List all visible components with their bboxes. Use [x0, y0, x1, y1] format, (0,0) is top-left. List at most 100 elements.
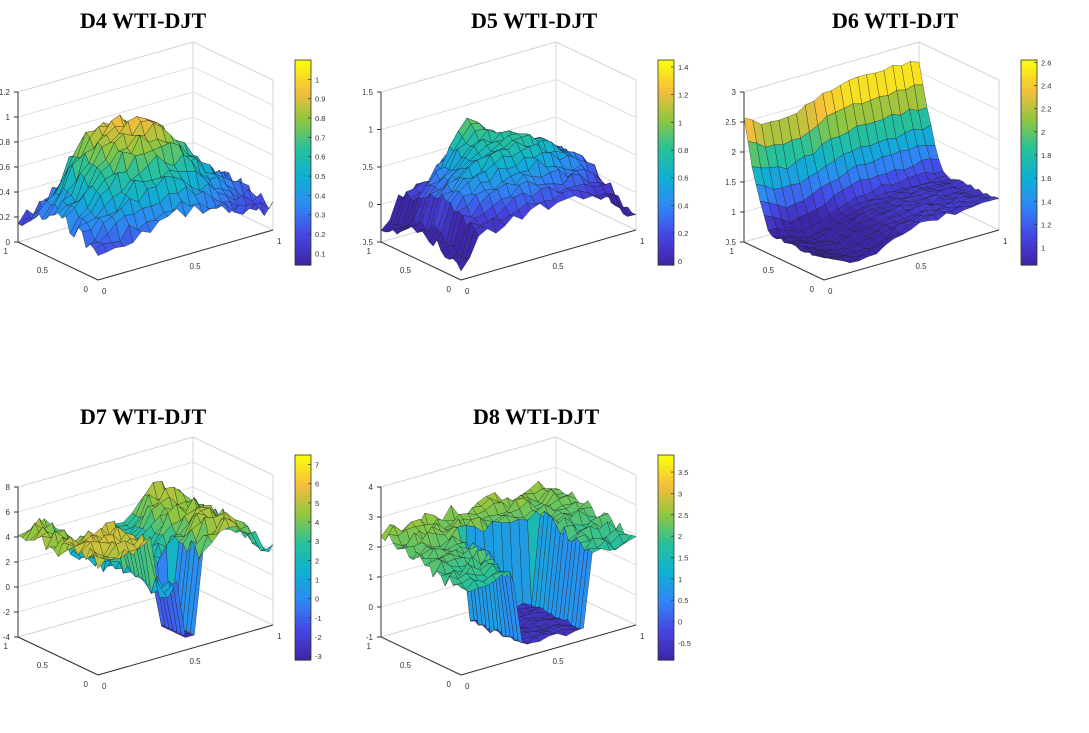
colorbar-tick-label: -3 — [315, 652, 322, 661]
colorbar-segment — [295, 204, 311, 208]
colorbar-segment — [1021, 217, 1037, 221]
colorbar-segment — [658, 489, 674, 493]
colorbar-tick-label: 2 — [315, 556, 319, 565]
z-tick-label: 0.8 — [0, 138, 11, 147]
colorbar-tick-label: 0.6 — [678, 174, 688, 183]
colorbar-tick-label: 1 — [678, 118, 682, 127]
colorbar-segment — [658, 70, 674, 74]
colorbar-segment — [295, 588, 311, 592]
colorbar-segment — [295, 180, 311, 184]
colorbar-segment — [658, 84, 674, 88]
colorbar-tick-label: 7 — [315, 461, 319, 470]
colorbar-segment — [295, 489, 311, 493]
colorbar-segment — [658, 544, 674, 548]
colorbar-tick-label: -1 — [315, 614, 322, 623]
x-tick-label: 0 — [828, 287, 833, 296]
colorbar-segment — [658, 496, 674, 500]
colorbar-segment — [658, 258, 674, 262]
colorbar-segment — [295, 139, 311, 143]
z-tick-label: -2 — [3, 608, 11, 617]
colorbar-segment — [658, 74, 674, 78]
colorbar-segment — [295, 544, 311, 548]
colorbar-segment — [658, 245, 674, 249]
colorbar-segment — [1021, 101, 1037, 105]
colorbar-segment — [658, 537, 674, 541]
colorbar-segment — [658, 77, 674, 81]
colorbar-segment — [295, 183, 311, 187]
colorbar-segment — [295, 643, 311, 647]
colorbar-segment — [295, 551, 311, 555]
colorbar-segment — [658, 588, 674, 592]
colorbar-segment — [295, 63, 311, 67]
y-tick-label: 0.5 — [400, 661, 412, 670]
colorbar-segment — [1021, 163, 1037, 167]
y-tick-label: 0.5 — [400, 266, 412, 275]
colorbar-segment — [295, 176, 311, 180]
colorbar-tick-label: 1.5 — [678, 554, 688, 563]
colorbar-segment — [658, 210, 674, 214]
colorbar-segment — [658, 173, 674, 177]
colorbar-segment — [1021, 118, 1037, 122]
colorbar-tick-label: 2.4 — [1041, 81, 1051, 90]
x-tick-label: 0.5 — [553, 657, 565, 666]
colorbar-segment — [295, 564, 311, 568]
z-tick-label: 2 — [369, 543, 374, 552]
colorbar-segment — [295, 571, 311, 575]
colorbar-segment — [658, 585, 674, 589]
colorbar-segment — [658, 527, 674, 531]
colorbar-segment — [295, 629, 311, 633]
z-tick-label: 0 — [369, 201, 374, 210]
colorbar-segment — [295, 517, 311, 521]
colorbar-segment — [658, 180, 674, 184]
colorbar-segment — [295, 197, 311, 201]
y-tick-label: 0.5 — [37, 266, 49, 275]
z-tick-label: 8 — [6, 483, 11, 492]
colorbar-segment — [658, 626, 674, 630]
colorbar-segment — [295, 94, 311, 98]
colorbar-segment — [295, 646, 311, 650]
colorbar-segment — [658, 633, 674, 637]
colorbar-segment — [295, 469, 311, 473]
colorbar-tick-label: 0.1 — [315, 249, 325, 258]
colorbar-tick-label: 2.6 — [1041, 58, 1051, 67]
x-tick-label: 0 — [465, 682, 470, 691]
colorbar-segment — [295, 163, 311, 167]
colorbar-tick-label: 3 — [678, 489, 682, 498]
y-tick-label: 1 — [367, 642, 372, 651]
z-tick-label: 3 — [732, 88, 737, 97]
colorbar-tick-label: 1.4 — [678, 63, 688, 72]
colorbar-segment — [295, 493, 311, 497]
colorbar-segment — [295, 224, 311, 228]
colorbar-segment — [295, 60, 311, 64]
colorbar-tick-label: 1 — [315, 576, 319, 585]
colorbar-segment — [658, 139, 674, 143]
colorbar-segment — [658, 200, 674, 204]
z-tick-label: 0.6 — [0, 163, 11, 172]
colorbar-segment — [295, 190, 311, 194]
colorbar-segment — [295, 622, 311, 626]
z-tick-label: 1.2 — [0, 88, 11, 97]
colorbar-tick-label: 0.3 — [315, 211, 325, 220]
colorbar-segment — [658, 602, 674, 606]
colorbar-segment — [295, 581, 311, 585]
z-tick-label: 0.5 — [726, 238, 737, 247]
colorbar-segment — [658, 462, 674, 466]
colorbar-segment — [658, 111, 674, 115]
colorbar-segment — [295, 633, 311, 637]
grid-line — [381, 80, 636, 130]
colorbar-segment — [295, 74, 311, 78]
z-tick-label: -1 — [366, 633, 374, 642]
colorbar-segment — [658, 81, 674, 85]
colorbar-segment — [295, 122, 311, 126]
colorbar-tick-label: 0.9 — [315, 95, 325, 104]
x-tick-label: 0.5 — [190, 657, 202, 666]
colorbar: -0.500.511.522.533.5 — [658, 455, 691, 661]
colorbar-segment — [295, 558, 311, 562]
colorbar-segment — [1021, 258, 1037, 262]
colorbar-segment — [658, 653, 674, 657]
colorbar-segment — [658, 221, 674, 225]
x-tick-label: 1 — [640, 237, 645, 246]
colorbar-segment — [1021, 122, 1037, 126]
grid-line — [381, 42, 636, 92]
